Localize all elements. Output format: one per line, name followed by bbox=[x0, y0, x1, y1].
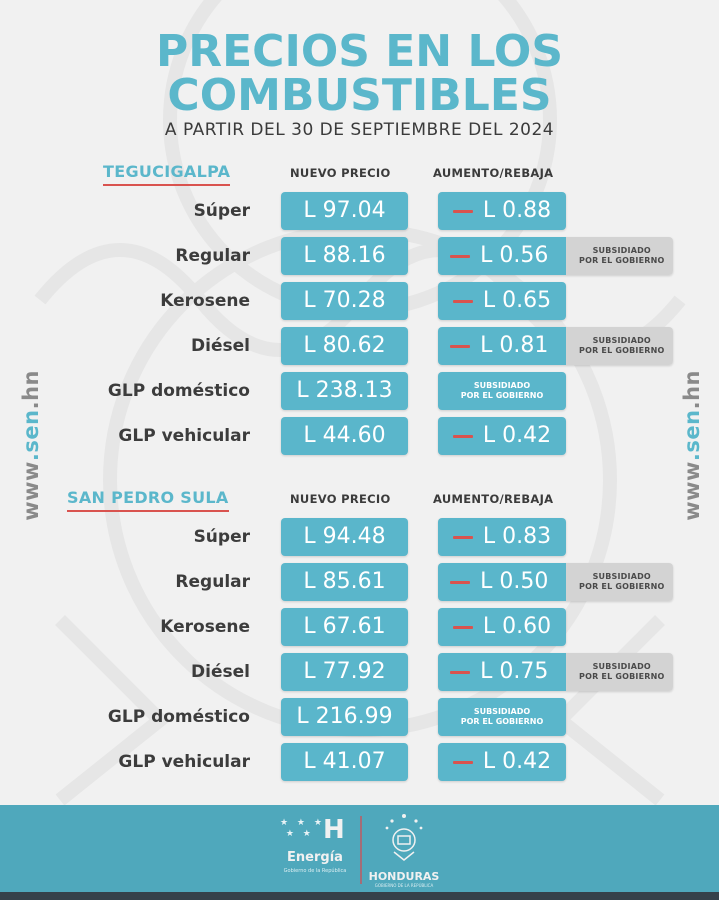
price-change: L 0.56 SUBSIDIADO POR EL GOBIERNO bbox=[438, 237, 673, 275]
column-header-price: NUEVO PRECIO bbox=[290, 166, 391, 180]
decrease-minus-icon bbox=[452, 209, 473, 213]
decrease-minus-icon bbox=[452, 760, 473, 764]
price-change: L 0.81 SUBSIDIADO POR EL GOBIERNO bbox=[438, 327, 673, 365]
decrease-minus-icon bbox=[450, 254, 471, 258]
decrease-minus-icon bbox=[450, 670, 471, 674]
subsidy-badge: SUBSIDIADO POR EL GOBIERNO bbox=[438, 698, 566, 736]
fuel-label: Diésel bbox=[191, 336, 250, 356]
price-change: L 0.75 SUBSIDIADO POR EL GOBIERNO bbox=[438, 653, 673, 691]
price-change: L 0.50 SUBSIDIADO POR EL GOBIERNO bbox=[438, 563, 673, 601]
fuel-label: Regular bbox=[175, 572, 250, 592]
side-url-right: www.sen.hn bbox=[680, 370, 704, 521]
decrease-minus-icon bbox=[450, 344, 471, 348]
subsidy-tag: SUBSIDIADO POR EL GOBIERNO bbox=[579, 246, 665, 265]
price-value: L 80.62 bbox=[281, 327, 408, 365]
price-change: L 0.65 bbox=[438, 282, 566, 320]
column-header-price: NUEVO PRECIO bbox=[290, 492, 391, 506]
price-value: L 216.99 bbox=[281, 698, 408, 736]
subsidy-tag: SUBSIDIADO POR EL GOBIERNO bbox=[579, 336, 665, 355]
fuel-label: Kerosene bbox=[160, 291, 250, 311]
price-value: L 85.61 bbox=[281, 563, 408, 601]
page-title-line1: PRECIOS EN LOS bbox=[155, 26, 564, 77]
fuel-label: Súper bbox=[193, 527, 250, 547]
energia-logo: ★ ★ ★ ★ ★ H Energía Gobierno de la Repúb… bbox=[280, 815, 347, 874]
price-value: L 238.13 bbox=[281, 372, 408, 410]
h-logo-icon: H bbox=[323, 815, 345, 845]
subsidy-tag: SUBSIDIADO POR EL GOBIERNO bbox=[579, 662, 665, 681]
price-value: L 97.04 bbox=[281, 192, 408, 230]
city-heading-tegucigalpa: TEGUCIGALPA bbox=[103, 162, 231, 186]
fuel-label: GLP doméstico bbox=[107, 381, 250, 401]
coat-of-arms-icon bbox=[385, 814, 423, 861]
effective-date-subtitle: A PARTIR DEL 30 DE SEPTIEMBRE DEL 2024 bbox=[164, 120, 555, 140]
fuel-label: Regular bbox=[175, 246, 250, 266]
column-header-change: AUMENTO/REBAJA bbox=[433, 166, 554, 180]
fuel-label: GLP vehicular bbox=[118, 752, 250, 772]
footer-band bbox=[0, 805, 719, 900]
city-heading-san-pedro-sula: SAN PEDRO SULA bbox=[67, 488, 229, 512]
subsidy-tag: SUBSIDIADO POR EL GOBIERNO bbox=[579, 572, 665, 591]
price-change: L 0.88 bbox=[438, 192, 566, 230]
decrease-minus-icon bbox=[452, 625, 473, 629]
price-value: L 88.16 bbox=[281, 237, 408, 275]
price-change: L 0.60 bbox=[438, 608, 566, 646]
page-title-line2: COMBUSTIBLES bbox=[167, 70, 552, 121]
column-header-change: AUMENTO/REBAJA bbox=[433, 492, 554, 506]
fuel-label: Diésel bbox=[191, 662, 250, 682]
price-value: L 41.07 bbox=[281, 743, 408, 781]
fuel-label: GLP doméstico bbox=[107, 707, 250, 727]
price-value: L 44.60 bbox=[281, 417, 408, 455]
price-change: L 0.42 bbox=[438, 417, 566, 455]
stars-icon: ★ ★ ★ ★ ★ bbox=[280, 818, 325, 839]
price-change: L 0.42 bbox=[438, 743, 566, 781]
decrease-minus-icon bbox=[450, 580, 471, 584]
decrease-minus-icon bbox=[452, 434, 473, 438]
city-underline bbox=[103, 184, 231, 186]
price-value: L 77.92 bbox=[281, 653, 408, 691]
fuel-label: GLP vehicular bbox=[118, 426, 250, 446]
fuel-label: Kerosene bbox=[160, 617, 250, 637]
honduras-logo: HONDURAS GOBIERNO DE LA REPÚBLICA bbox=[364, 812, 444, 890]
city-underline bbox=[67, 510, 229, 512]
decrease-minus-icon bbox=[452, 535, 473, 539]
decrease-minus-icon bbox=[452, 299, 473, 303]
fuel-label: Súper bbox=[193, 201, 250, 221]
price-change: L 0.83 bbox=[438, 518, 566, 556]
price-value: L 94.48 bbox=[281, 518, 408, 556]
footer-bottom-strip bbox=[0, 892, 719, 900]
price-value: L 67.61 bbox=[281, 608, 408, 646]
subsidy-badge: SUBSIDIADO POR EL GOBIERNO bbox=[438, 372, 566, 410]
price-value: L 70.28 bbox=[281, 282, 408, 320]
logo-divider bbox=[360, 816, 362, 884]
